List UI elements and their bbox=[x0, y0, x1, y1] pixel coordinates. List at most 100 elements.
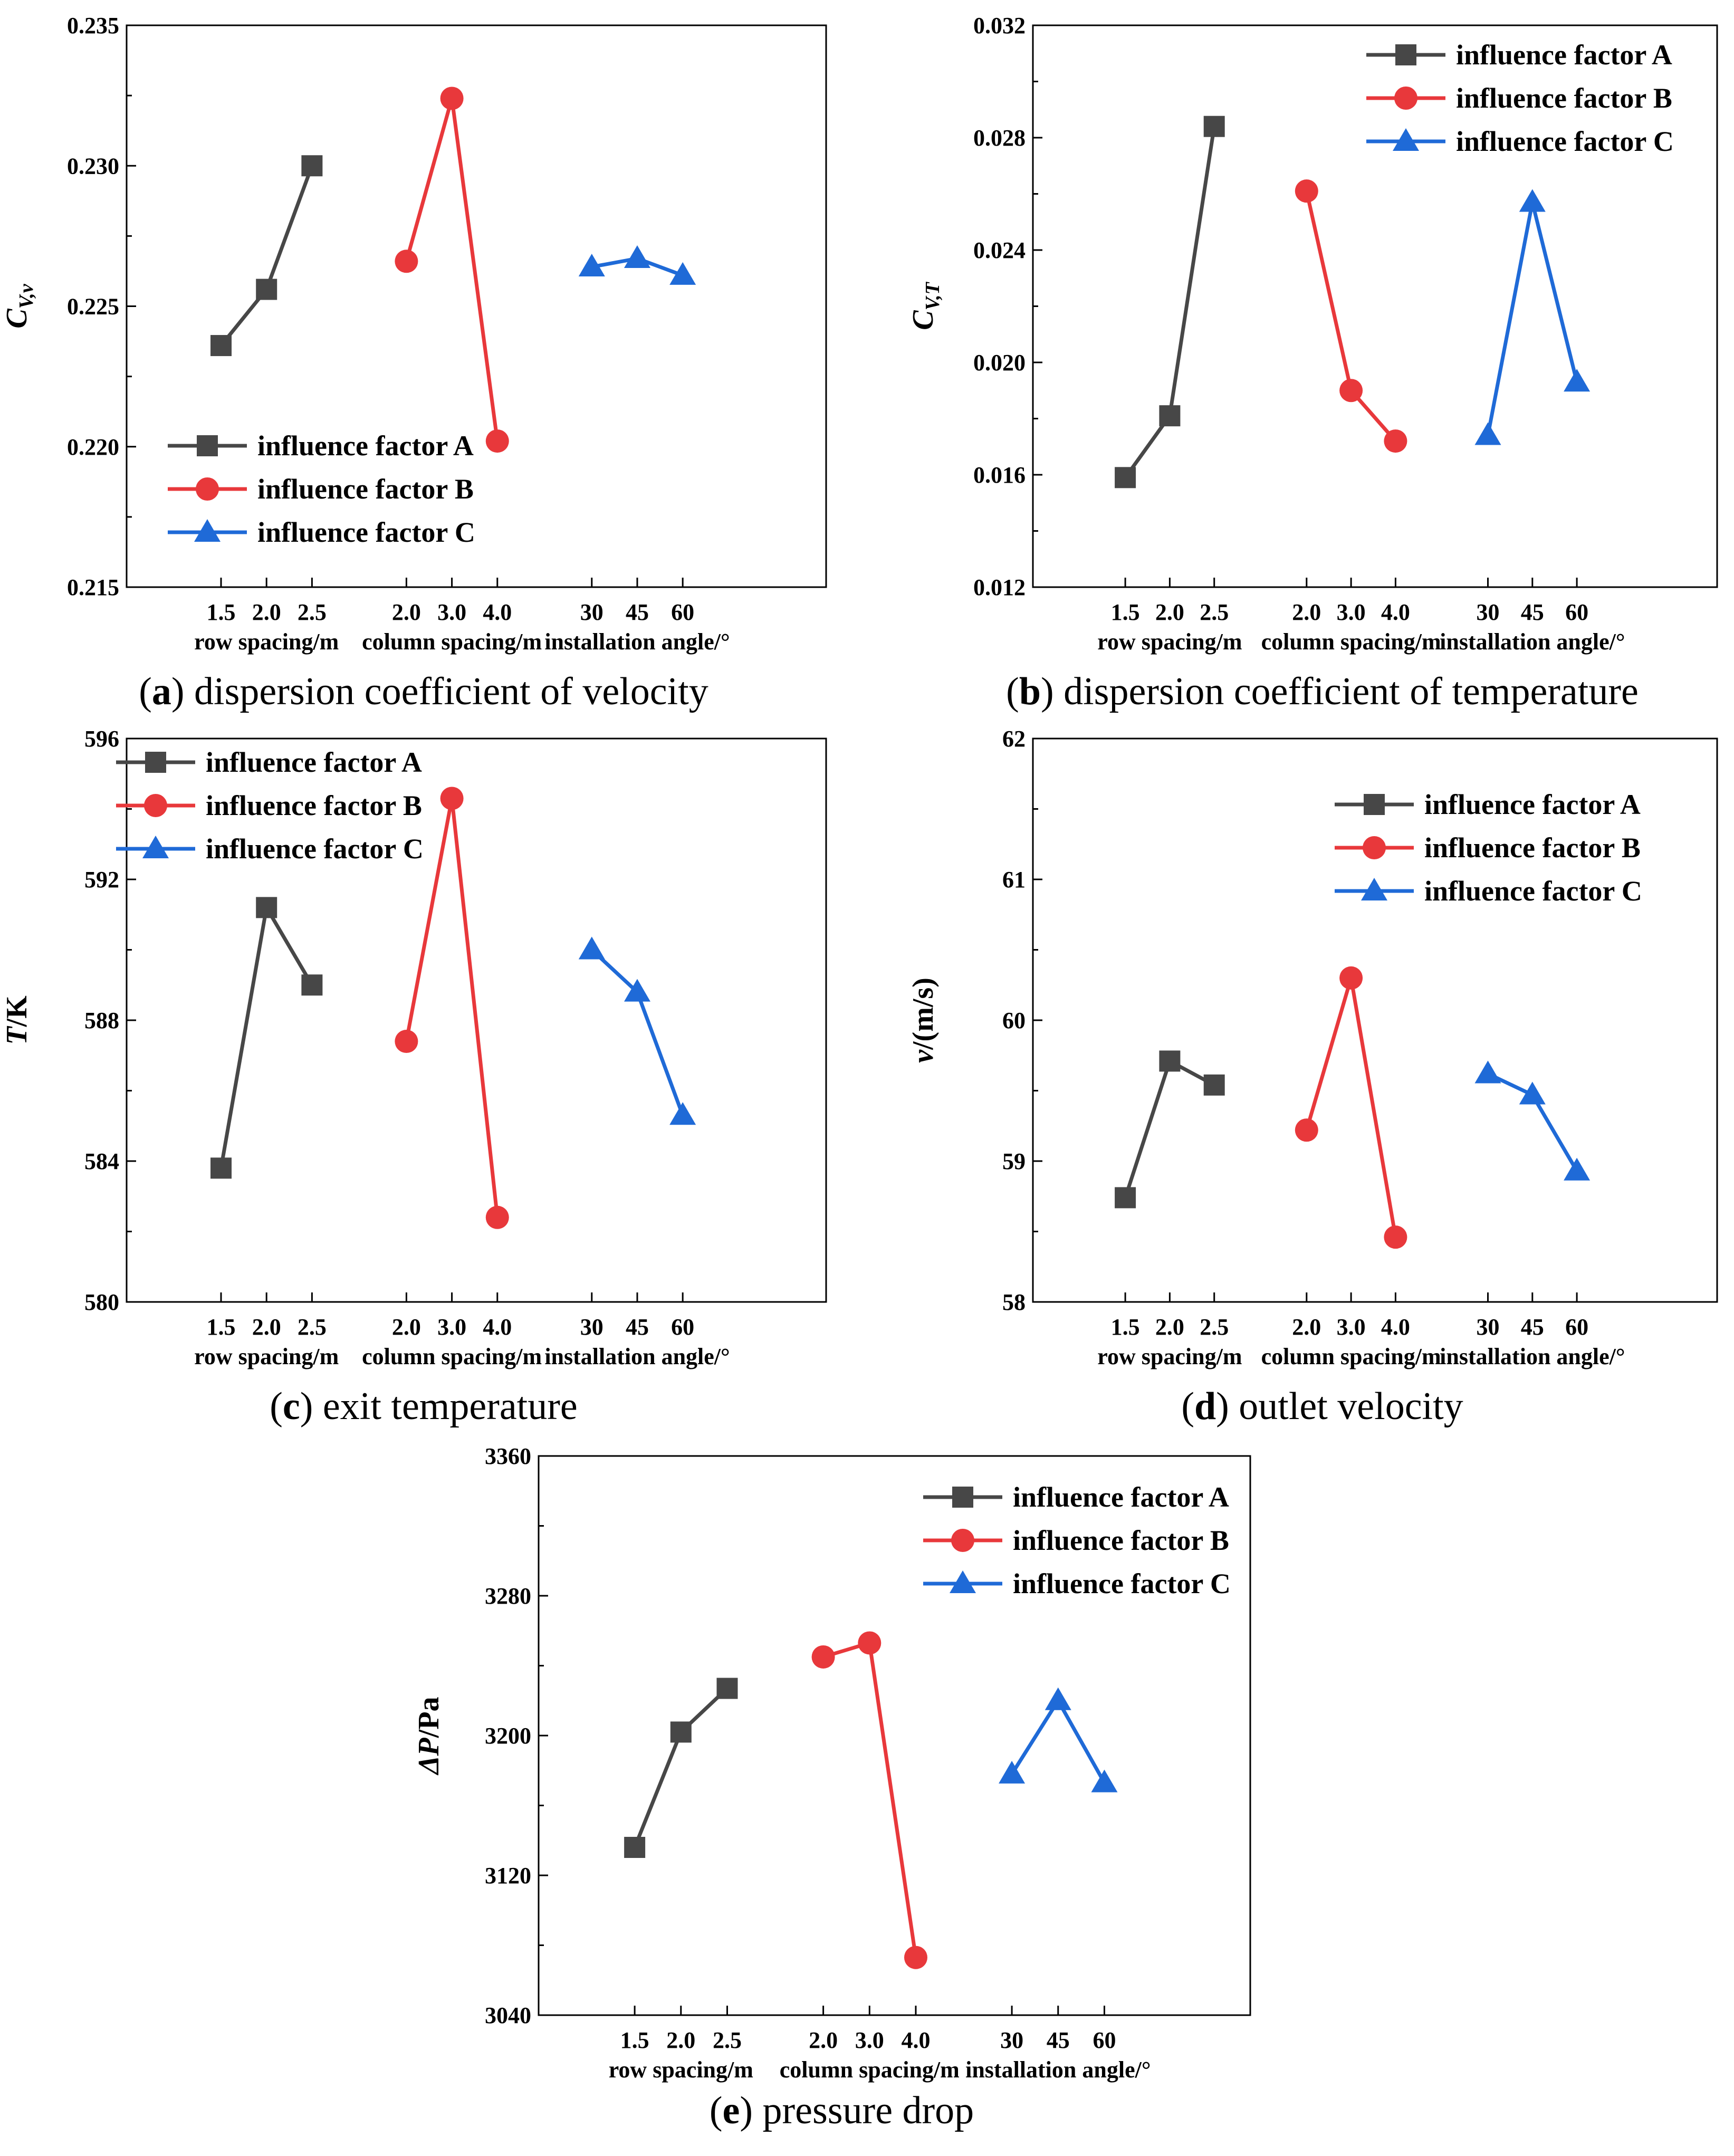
x-group-label: row spacing/m bbox=[194, 1344, 339, 1369]
data-point bbox=[1295, 1118, 1318, 1142]
caption: (b) dispersion coefficient of temperatur… bbox=[1006, 670, 1639, 713]
x-group-label: installation angle/° bbox=[544, 1344, 730, 1369]
x-tick-label: 30 bbox=[580, 1314, 603, 1340]
data-point bbox=[1519, 1081, 1546, 1105]
legend-marker bbox=[1393, 128, 1419, 151]
data-point bbox=[670, 1721, 692, 1743]
x-tick-label: 60 bbox=[671, 1314, 694, 1340]
data-point bbox=[1115, 1187, 1136, 1209]
legend-marker bbox=[951, 1529, 974, 1552]
legend-label: influence factor B bbox=[1424, 832, 1641, 864]
x-tick-label: 2.0 bbox=[392, 1314, 421, 1340]
series-line bbox=[1486, 202, 1579, 436]
x-group-label: row spacing/m bbox=[1097, 1344, 1242, 1369]
x-tick-label: 4.0 bbox=[1381, 599, 1410, 625]
x-tick-label: 1.5 bbox=[620, 2027, 649, 2053]
x-tick-label: 2.5 bbox=[1200, 599, 1229, 625]
y-tick-label: 61 bbox=[1002, 867, 1026, 893]
x-tick-label: 4.0 bbox=[1381, 1314, 1410, 1340]
data-point bbox=[858, 1631, 882, 1655]
legend-label: influence factor C bbox=[206, 833, 424, 865]
y-tick-label: 3280 bbox=[485, 1583, 531, 1609]
y-tick-label: 580 bbox=[84, 1289, 119, 1315]
series-B bbox=[395, 787, 509, 1229]
data-point bbox=[485, 1205, 509, 1229]
legend-marker bbox=[1395, 44, 1416, 65]
y-tick-label: 59 bbox=[1002, 1148, 1026, 1174]
series-B bbox=[1295, 179, 1407, 453]
y-tick-label: 0.235 bbox=[67, 13, 119, 39]
y-axis-label: CV,T bbox=[907, 281, 944, 330]
x-group-label: column spacing/m bbox=[362, 1344, 542, 1369]
x-tick-label: 4.0 bbox=[901, 2027, 930, 2053]
y-axis-label: ΔP/Pa bbox=[413, 1697, 445, 1775]
series-C bbox=[578, 245, 696, 285]
panel-d: 58 59 60 61 62 1.5 2.0 2.5 row spacing/m 2.0 3.0 4.… bbox=[907, 726, 1718, 1428]
x-tick-label: 4.0 bbox=[483, 599, 512, 625]
series-line bbox=[590, 948, 685, 1116]
y-tick-label: 588 bbox=[84, 1008, 119, 1033]
legend-label: influence factor A bbox=[257, 430, 474, 462]
data-point bbox=[624, 979, 650, 1002]
data-point bbox=[811, 1645, 835, 1669]
series-A bbox=[210, 155, 323, 357]
x-tick-label: 3.0 bbox=[437, 599, 466, 625]
data-point bbox=[624, 1837, 646, 1858]
data-point bbox=[210, 335, 232, 357]
series-line bbox=[219, 165, 314, 347]
legend-marker bbox=[1361, 878, 1387, 900]
data-point bbox=[669, 1102, 696, 1125]
legend-label: influence factor A bbox=[1013, 1481, 1229, 1513]
x-group-label: installation angle/° bbox=[1440, 1344, 1625, 1369]
data-point bbox=[440, 787, 464, 810]
x-tick-label: 2.0 bbox=[1292, 599, 1321, 625]
legend-label: influence factor C bbox=[1456, 126, 1674, 157]
x-tick-label: 30 bbox=[1477, 1314, 1500, 1340]
x-tick-label: 2.0 bbox=[252, 1314, 281, 1340]
data-point bbox=[1295, 179, 1318, 203]
x-tick-label: 3.0 bbox=[855, 2027, 884, 2053]
y-tick-label: 0.220 bbox=[67, 434, 119, 460]
data-point bbox=[1159, 1050, 1181, 1072]
x-tick-label: 2.5 bbox=[1200, 1314, 1229, 1340]
y-tick-label: 0.020 bbox=[973, 350, 1026, 376]
data-point bbox=[1045, 1687, 1071, 1710]
data-point bbox=[395, 250, 418, 273]
y-tick-label: 62 bbox=[1002, 726, 1026, 752]
x-group-label: row spacing/m bbox=[1097, 629, 1242, 655]
data-point bbox=[256, 897, 277, 918]
plot-frame bbox=[1032, 737, 1718, 1303]
data-point bbox=[395, 1030, 418, 1053]
data-point bbox=[1474, 422, 1501, 445]
x-tick-label: 1.5 bbox=[1111, 1314, 1140, 1340]
legend-label: influence factor A bbox=[1424, 789, 1641, 820]
legend: influence factor A influence factor B infl… bbox=[116, 746, 424, 865]
legend-label: influence factor C bbox=[257, 516, 475, 548]
y-tick-label: 3360 bbox=[485, 1443, 531, 1469]
series-line bbox=[1010, 1697, 1106, 1784]
series-line bbox=[633, 1687, 729, 1848]
y-axis-label: CV,v bbox=[1, 283, 37, 328]
y-tick-label: 3120 bbox=[485, 1863, 531, 1889]
legend-label: influence factor B bbox=[1456, 82, 1672, 114]
legend-marker bbox=[196, 477, 219, 501]
legend-label: influence factor B bbox=[1013, 1525, 1229, 1556]
data-point bbox=[301, 974, 323, 996]
series-B bbox=[395, 87, 509, 453]
y-tick-label: 0.215 bbox=[67, 574, 119, 600]
data-point bbox=[999, 1760, 1026, 1784]
x-tick-label: 45 bbox=[1521, 599, 1544, 625]
data-point bbox=[669, 262, 696, 285]
x-tick-label: 30 bbox=[1000, 2027, 1023, 2053]
legend: influence factor A influence factor B infl… bbox=[923, 1481, 1231, 1599]
legend: influence factor A influence factor B infl… bbox=[168, 430, 475, 548]
y-tick-label: 60 bbox=[1002, 1008, 1026, 1033]
y-tick-label: 0.016 bbox=[973, 462, 1026, 488]
series-A bbox=[1115, 116, 1225, 488]
x-group-label: installation angle/° bbox=[1440, 629, 1625, 655]
panel-c: 580 584 588 592 596 1.5 2.0 2.5 row spacing/m 2.0… bbox=[1, 726, 827, 1428]
x-group-label: column spacing/m bbox=[1261, 1344, 1441, 1369]
panel-e: 3040 3120 3200 3280 3360 1.5 2.0 2.5 row spacing… bbox=[413, 1443, 1251, 2132]
panel-b: 0.012 0.016 0.020 0.024 0.028 0.032 1.5 2.0 2.5 r… bbox=[907, 13, 1718, 713]
